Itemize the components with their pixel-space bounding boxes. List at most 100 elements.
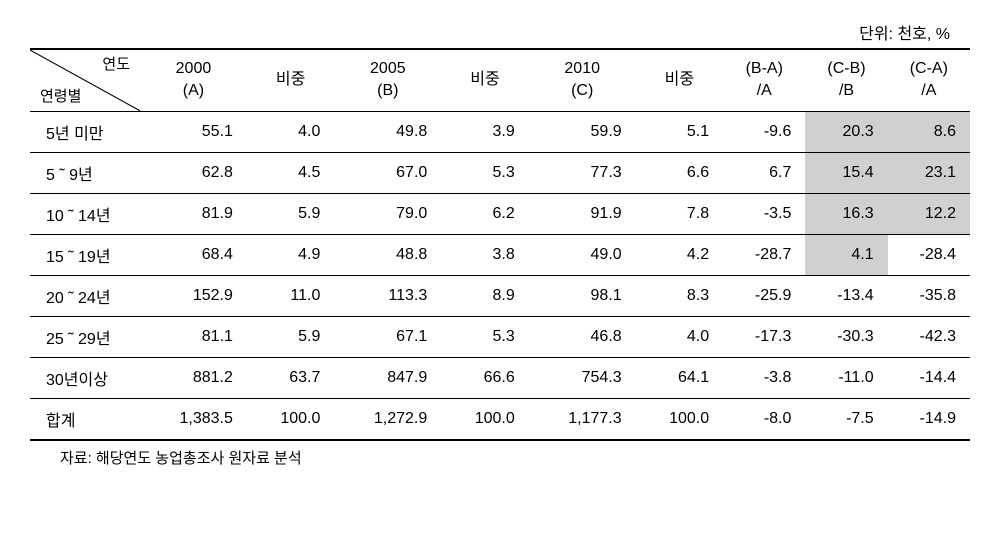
table-body: 5년 미만55.14.049.83.959.95.1-9.620.38.65 ˜… [30, 111, 970, 440]
data-cell: 46.8 [529, 316, 636, 357]
data-cell: 3.8 [441, 234, 528, 275]
data-cell: 5.1 [636, 111, 723, 152]
col-header: (C-A) /A [888, 49, 970, 111]
col-header: (C-B) /B [805, 49, 887, 111]
data-cell: 23.1 [888, 152, 970, 193]
data-cell: 100.0 [247, 398, 334, 440]
data-cell: -28.7 [723, 234, 805, 275]
data-cell: 8.3 [636, 275, 723, 316]
data-cell: -35.8 [888, 275, 970, 316]
data-cell: 1,383.5 [140, 398, 247, 440]
data-cell: 881.2 [140, 357, 247, 398]
data-cell: 55.1 [140, 111, 247, 152]
data-cell: 113.3 [334, 275, 441, 316]
table-row: 5 ˜ 9년62.84.567.05.377.36.66.715.423.1 [30, 152, 970, 193]
table-row: 20 ˜ 24년152.911.0113.38.998.18.3-25.9-13… [30, 275, 970, 316]
col-header: 2000 (A) [140, 49, 247, 111]
data-cell: -28.4 [888, 234, 970, 275]
data-cell: 63.7 [247, 357, 334, 398]
footnote: 자료: 해당연도 농업총조사 원자료 분석 [20, 441, 980, 468]
data-cell: 81.1 [140, 316, 247, 357]
data-cell: 48.8 [334, 234, 441, 275]
data-cell: 4.2 [636, 234, 723, 275]
data-cell: 15.4 [805, 152, 887, 193]
data-cell: 5.3 [441, 316, 528, 357]
data-cell: 6.7 [723, 152, 805, 193]
col-header: 비중 [636, 49, 723, 111]
data-cell: -14.4 [888, 357, 970, 398]
diag-top-label: 연도 [102, 54, 130, 75]
row-label: 30년이상 [30, 357, 140, 398]
data-cell: 49.8 [334, 111, 441, 152]
col-header: 비중 [247, 49, 334, 111]
data-cell: -13.4 [805, 275, 887, 316]
col-header: 2010 (C) [529, 49, 636, 111]
data-cell: 12.2 [888, 193, 970, 234]
table-row: 30년이상881.263.7847.966.6754.364.1-3.8-11.… [30, 357, 970, 398]
data-cell: 3.9 [441, 111, 528, 152]
data-cell: 64.1 [636, 357, 723, 398]
data-cell: -30.3 [805, 316, 887, 357]
header-row: 연도 연령별 2000 (A) 비중 2005 (B) 비중 2010 (C) … [30, 49, 970, 111]
data-cell: 62.8 [140, 152, 247, 193]
row-label: 5 ˜ 9년 [30, 152, 140, 193]
col-header: 비중 [441, 49, 528, 111]
data-cell: 4.9 [247, 234, 334, 275]
col-header: (B-A) /A [723, 49, 805, 111]
data-cell: 49.0 [529, 234, 636, 275]
data-cell: 11.0 [247, 275, 334, 316]
data-cell: -9.6 [723, 111, 805, 152]
data-cell: 67.0 [334, 152, 441, 193]
data-cell: 4.0 [247, 111, 334, 152]
data-cell: 81.9 [140, 193, 247, 234]
data-cell: 6.2 [441, 193, 528, 234]
diagonal-header: 연도 연령별 [30, 49, 140, 111]
data-cell: -17.3 [723, 316, 805, 357]
unit-label: 단위: 천호, % [20, 20, 980, 44]
data-cell: -8.0 [723, 398, 805, 440]
data-cell: -25.9 [723, 275, 805, 316]
row-label: 합계 [30, 398, 140, 440]
data-cell: 59.9 [529, 111, 636, 152]
data-cell: 8.6 [888, 111, 970, 152]
data-cell: 100.0 [441, 398, 528, 440]
data-cell: -3.5 [723, 193, 805, 234]
data-cell: 79.0 [334, 193, 441, 234]
data-cell: -42.3 [888, 316, 970, 357]
data-cell: 5.9 [247, 316, 334, 357]
row-label: 25 ˜ 29년 [30, 316, 140, 357]
data-cell: 152.9 [140, 275, 247, 316]
data-cell: 5.3 [441, 152, 528, 193]
table-row: 25 ˜ 29년81.15.967.15.346.84.0-17.3-30.3-… [30, 316, 970, 357]
data-cell: -14.9 [888, 398, 970, 440]
data-cell: 1,177.3 [529, 398, 636, 440]
table-row: 5년 미만55.14.049.83.959.95.1-9.620.38.6 [30, 111, 970, 152]
table-row: 10 ˜ 14년81.95.979.06.291.97.8-3.516.312.… [30, 193, 970, 234]
data-cell: 4.0 [636, 316, 723, 357]
data-cell: 98.1 [529, 275, 636, 316]
data-cell: 100.0 [636, 398, 723, 440]
data-cell: -7.5 [805, 398, 887, 440]
row-label: 5년 미만 [30, 111, 140, 152]
data-cell: 66.6 [441, 357, 528, 398]
data-cell: 754.3 [529, 357, 636, 398]
data-cell: -11.0 [805, 357, 887, 398]
data-cell: 4.1 [805, 234, 887, 275]
data-cell: 6.6 [636, 152, 723, 193]
row-label: 20 ˜ 24년 [30, 275, 140, 316]
data-cell: 77.3 [529, 152, 636, 193]
col-header: 2005 (B) [334, 49, 441, 111]
data-cell: -3.8 [723, 357, 805, 398]
data-cell: 20.3 [805, 111, 887, 152]
data-cell: 847.9 [334, 357, 441, 398]
table-row: 15 ˜ 19년68.44.948.83.849.04.2-28.74.1-28… [30, 234, 970, 275]
data-cell: 1,272.9 [334, 398, 441, 440]
data-cell: 68.4 [140, 234, 247, 275]
data-table: 연도 연령별 2000 (A) 비중 2005 (B) 비중 2010 (C) … [30, 48, 970, 441]
data-cell: 67.1 [334, 316, 441, 357]
row-label: 10 ˜ 14년 [30, 193, 140, 234]
row-label: 15 ˜ 19년 [30, 234, 140, 275]
table-row: 합계1,383.5100.01,272.9100.01,177.3100.0-8… [30, 398, 970, 440]
data-cell: 91.9 [529, 193, 636, 234]
data-cell: 5.9 [247, 193, 334, 234]
